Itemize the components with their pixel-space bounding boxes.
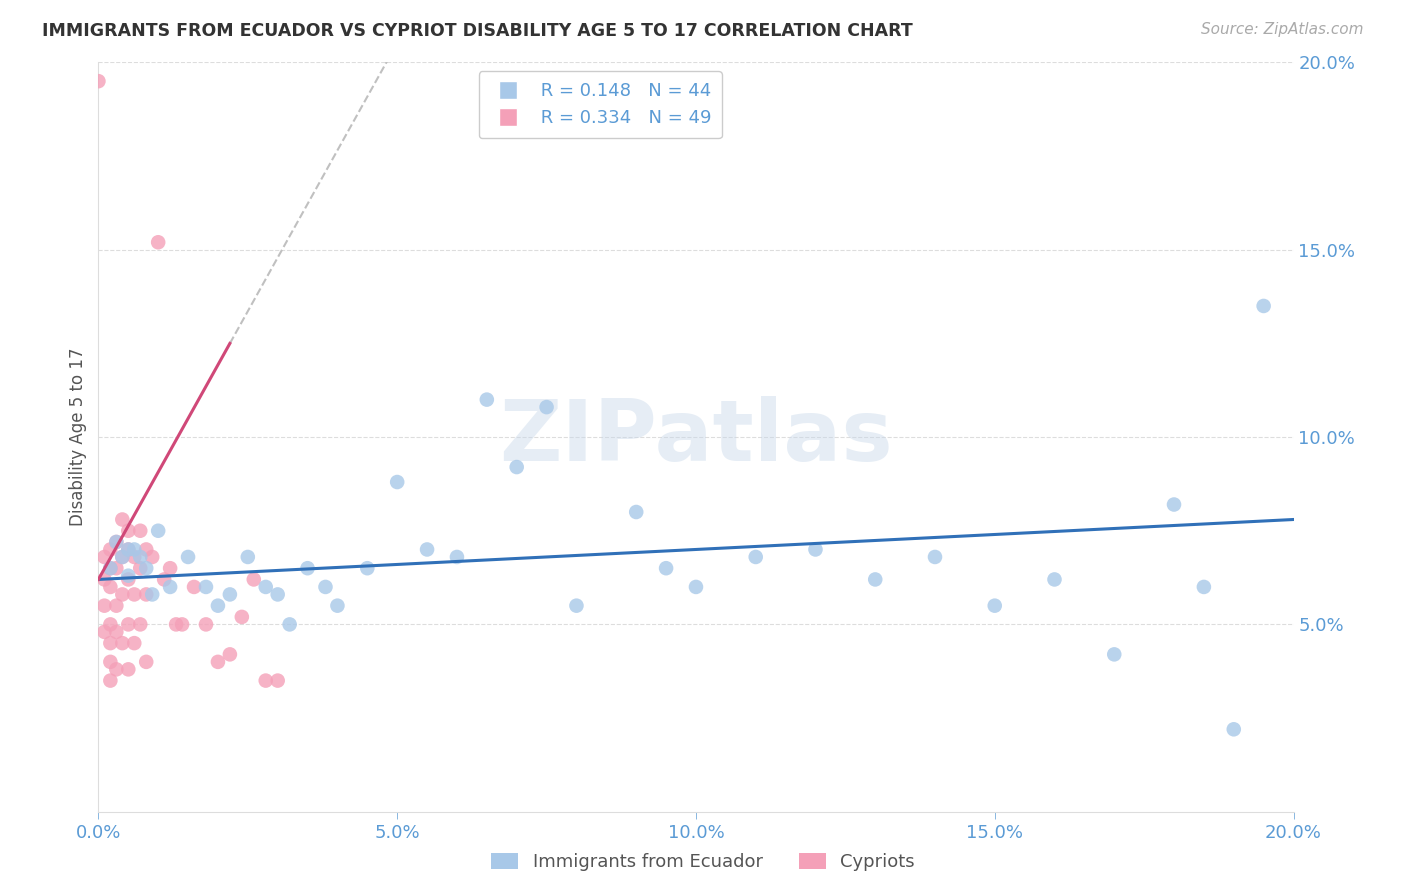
Point: [172, 617, 194, 632]
Point: [135, 655, 157, 669]
Point: [416, 542, 439, 557]
Point: [98, 617, 122, 632]
Point: [117, 568, 139, 582]
Y-axis label: Disability Age 5 to 17: Disability Age 5 to 17: [69, 348, 87, 526]
Point: [117, 524, 139, 538]
Point: [105, 535, 128, 549]
Point: [315, 580, 337, 594]
Point: [117, 662, 139, 676]
Point: [195, 580, 218, 594]
Point: [141, 549, 163, 564]
Point: [506, 460, 529, 475]
Text: Source: ZipAtlas.com: Source: ZipAtlas.com: [1201, 22, 1364, 37]
Legend:  R = 0.148   N = 44,  R = 0.334   N = 49: R = 0.148 N = 44, R = 0.334 N = 49: [478, 71, 723, 138]
Point: [98, 655, 122, 669]
Point: [159, 580, 181, 594]
Point: [98, 542, 122, 557]
Point: [135, 542, 157, 557]
Point: [105, 561, 128, 575]
Point: [129, 549, 152, 564]
Point: [111, 549, 134, 564]
Point: [984, 599, 1007, 613]
Point: [159, 561, 181, 575]
Point: [865, 573, 887, 587]
Point: [98, 561, 122, 575]
Point: [111, 636, 134, 650]
Point: [93, 624, 115, 639]
Text: ZIPatlas: ZIPatlas: [499, 395, 893, 479]
Point: [93, 573, 115, 587]
Point: [804, 542, 827, 557]
Point: [219, 648, 242, 662]
Point: [231, 610, 253, 624]
Point: [124, 542, 146, 557]
Point: [129, 524, 152, 538]
Point: [297, 561, 319, 575]
Point: [254, 673, 277, 688]
Point: [446, 549, 468, 564]
Point: [117, 542, 139, 557]
Point: [475, 392, 498, 407]
Point: [219, 587, 242, 601]
Point: [924, 549, 946, 564]
Point: [124, 636, 146, 650]
Point: [98, 561, 122, 575]
Point: [105, 599, 128, 613]
Point: [124, 587, 146, 601]
Point: [565, 599, 588, 613]
Point: [165, 617, 187, 632]
Point: [117, 617, 139, 632]
Point: [124, 549, 146, 564]
Point: [1192, 580, 1215, 594]
Point: [326, 599, 349, 613]
Point: [105, 624, 128, 639]
Point: [111, 512, 134, 526]
Point: [148, 524, 170, 538]
Point: [141, 587, 163, 601]
Point: [111, 549, 134, 564]
Point: [117, 573, 139, 587]
Point: [278, 617, 301, 632]
Point: [98, 636, 122, 650]
Point: [111, 587, 134, 601]
Point: [207, 599, 229, 613]
Point: [135, 587, 157, 601]
Point: [98, 580, 122, 594]
Point: [385, 475, 409, 489]
Point: [356, 561, 378, 575]
Point: [177, 549, 200, 564]
Point: [93, 549, 115, 564]
Point: [87, 74, 110, 88]
Point: [655, 561, 678, 575]
Point: [1223, 723, 1246, 737]
Point: [129, 617, 152, 632]
Point: [1253, 299, 1275, 313]
Point: [267, 587, 290, 601]
Point: [195, 617, 218, 632]
Text: IMMIGRANTS FROM ECUADOR VS CYPRIOT DISABILITY AGE 5 TO 17 CORRELATION CHART: IMMIGRANTS FROM ECUADOR VS CYPRIOT DISAB…: [42, 22, 912, 40]
Point: [148, 235, 170, 250]
Point: [1163, 498, 1185, 512]
Point: [267, 673, 290, 688]
Point: [93, 599, 115, 613]
Point: [1104, 648, 1126, 662]
Point: [105, 535, 128, 549]
Point: [105, 662, 128, 676]
Point: [98, 673, 122, 688]
Point: [536, 400, 558, 414]
Point: [745, 549, 768, 564]
Point: [207, 655, 229, 669]
Point: [243, 573, 266, 587]
Point: [626, 505, 648, 519]
Point: [236, 549, 259, 564]
Point: [153, 573, 176, 587]
Point: [183, 580, 205, 594]
Point: [254, 580, 277, 594]
Point: [135, 561, 157, 575]
Point: [1043, 573, 1066, 587]
Point: [129, 561, 152, 575]
Legend: Immigrants from Ecuador, Cypriots: Immigrants from Ecuador, Cypriots: [484, 846, 922, 879]
Point: [117, 542, 139, 557]
Point: [685, 580, 707, 594]
